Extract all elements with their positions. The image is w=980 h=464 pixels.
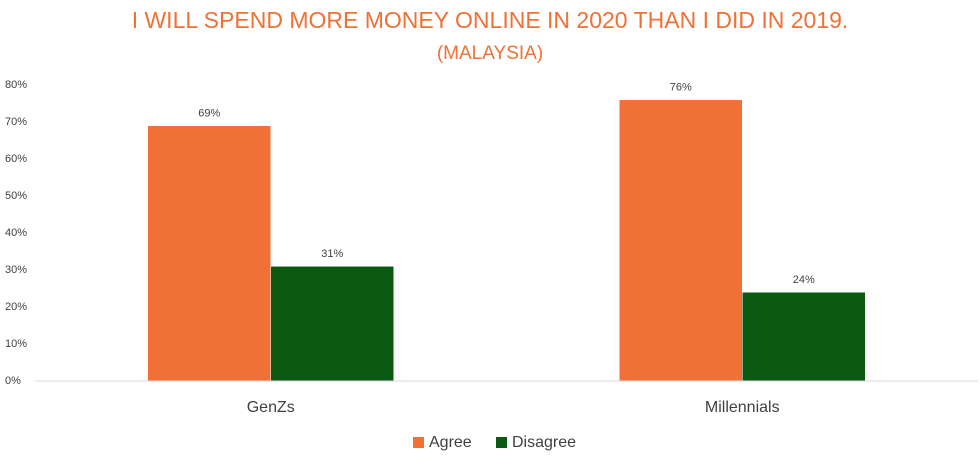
bar <box>742 291 866 382</box>
y-tick-label: 40% <box>5 227 27 239</box>
chart-subtitle: (MALAYSIA) <box>437 43 543 64</box>
y-tick-label: 10% <box>5 338 27 350</box>
x-tick-label: GenZs <box>247 399 295 416</box>
y-tick-label: 0% <box>5 375 21 387</box>
data-label: 76% <box>670 82 692 94</box>
x-tick-label: Millennials <box>705 399 780 416</box>
bar <box>147 125 271 382</box>
bar <box>270 266 394 382</box>
y-tick-label: 50% <box>5 190 27 202</box>
data-label: 31% <box>321 248 343 260</box>
data-label: 69% <box>198 108 220 120</box>
y-tick-label: 30% <box>5 264 27 276</box>
bar <box>619 99 743 382</box>
data-label: 24% <box>793 274 815 286</box>
y-tick-label: 80% <box>5 79 27 91</box>
legend-swatch <box>496 437 507 448</box>
legend-label: Disagree <box>512 434 576 451</box>
legend-label: Agree <box>429 434 472 451</box>
chart-title: I WILL SPEND MORE MONEY ONLINE IN 2020 T… <box>132 7 849 33</box>
y-tick-label: 70% <box>5 116 27 128</box>
legend-swatch <box>413 437 424 448</box>
y-tick-label: 20% <box>5 301 27 313</box>
y-tick-label: 60% <box>5 153 27 165</box>
